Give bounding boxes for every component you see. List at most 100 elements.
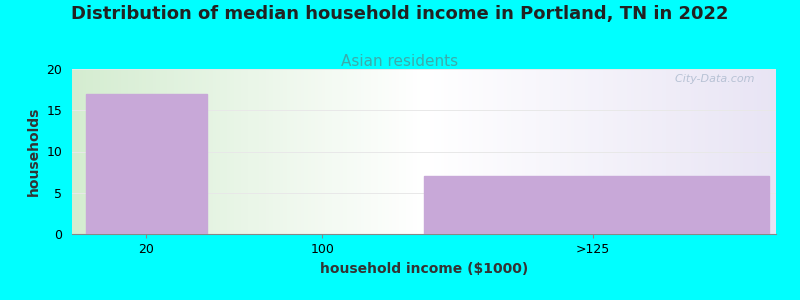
Bar: [234, 69, 238, 234]
Bar: [670, 69, 674, 234]
Bar: [378, 69, 382, 234]
Bar: [456, 69, 459, 234]
Bar: [716, 69, 720, 234]
Bar: [315, 69, 318, 234]
Bar: [755, 69, 758, 234]
Bar: [125, 69, 128, 234]
Bar: [726, 69, 730, 234]
Bar: [621, 69, 625, 234]
Bar: [494, 69, 498, 234]
Bar: [386, 69, 389, 234]
Bar: [427, 69, 431, 234]
Bar: [537, 69, 540, 234]
Bar: [600, 69, 603, 234]
Bar: [403, 69, 406, 234]
Bar: [474, 69, 477, 234]
Bar: [480, 69, 484, 234]
Bar: [660, 69, 663, 234]
Bar: [562, 69, 565, 234]
Bar: [526, 69, 530, 234]
Bar: [628, 69, 632, 234]
Bar: [586, 69, 590, 234]
Bar: [135, 69, 139, 234]
Text: City-Data.com: City-Data.com: [668, 74, 755, 84]
Bar: [298, 69, 301, 234]
Bar: [75, 69, 79, 234]
Bar: [565, 69, 568, 234]
Bar: [452, 69, 456, 234]
Bar: [706, 69, 709, 234]
Bar: [170, 69, 174, 234]
Bar: [590, 69, 593, 234]
Bar: [638, 69, 642, 234]
Bar: [79, 69, 82, 234]
Bar: [462, 69, 466, 234]
Bar: [301, 69, 304, 234]
Bar: [139, 69, 142, 234]
Bar: [656, 69, 660, 234]
Bar: [142, 69, 146, 234]
Bar: [540, 69, 544, 234]
Bar: [188, 69, 192, 234]
Bar: [744, 69, 748, 234]
Bar: [470, 69, 474, 234]
Bar: [491, 69, 494, 234]
Bar: [294, 69, 298, 234]
Bar: [97, 69, 100, 234]
Bar: [685, 69, 688, 234]
Bar: [695, 69, 698, 234]
Bar: [484, 69, 487, 234]
Bar: [579, 69, 582, 234]
Bar: [691, 69, 695, 234]
Bar: [688, 69, 691, 234]
Bar: [646, 69, 650, 234]
Bar: [283, 69, 286, 234]
Bar: [128, 69, 132, 234]
Bar: [114, 69, 118, 234]
Bar: [653, 69, 656, 234]
Bar: [505, 69, 509, 234]
Bar: [607, 69, 610, 234]
Bar: [269, 69, 273, 234]
Bar: [558, 69, 562, 234]
Bar: [336, 69, 339, 234]
Bar: [730, 69, 734, 234]
Bar: [758, 69, 762, 234]
Bar: [238, 69, 241, 234]
Bar: [374, 69, 378, 234]
Bar: [255, 69, 258, 234]
Bar: [311, 69, 315, 234]
Bar: [290, 69, 294, 234]
Bar: [554, 69, 558, 234]
Bar: [160, 69, 163, 234]
Bar: [515, 69, 519, 234]
Bar: [438, 69, 442, 234]
Bar: [769, 69, 773, 234]
Bar: [597, 69, 600, 234]
X-axis label: household income ($1000): household income ($1000): [320, 262, 528, 276]
Bar: [396, 69, 399, 234]
Bar: [417, 69, 421, 234]
Bar: [368, 69, 371, 234]
Bar: [698, 69, 702, 234]
Bar: [449, 69, 452, 234]
Bar: [364, 69, 368, 234]
Bar: [593, 69, 597, 234]
Bar: [107, 69, 110, 234]
Bar: [519, 69, 522, 234]
Bar: [720, 69, 723, 234]
Bar: [723, 69, 726, 234]
Bar: [304, 69, 308, 234]
Bar: [667, 69, 670, 234]
Bar: [163, 69, 167, 234]
Bar: [192, 69, 195, 234]
Bar: [572, 69, 575, 234]
Bar: [72, 69, 75, 234]
Bar: [220, 69, 223, 234]
Bar: [512, 69, 515, 234]
Bar: [339, 69, 343, 234]
Bar: [766, 69, 769, 234]
Bar: [681, 69, 685, 234]
Bar: [522, 69, 526, 234]
Text: Distribution of median household income in Portland, TN in 2022: Distribution of median household income …: [71, 4, 729, 22]
